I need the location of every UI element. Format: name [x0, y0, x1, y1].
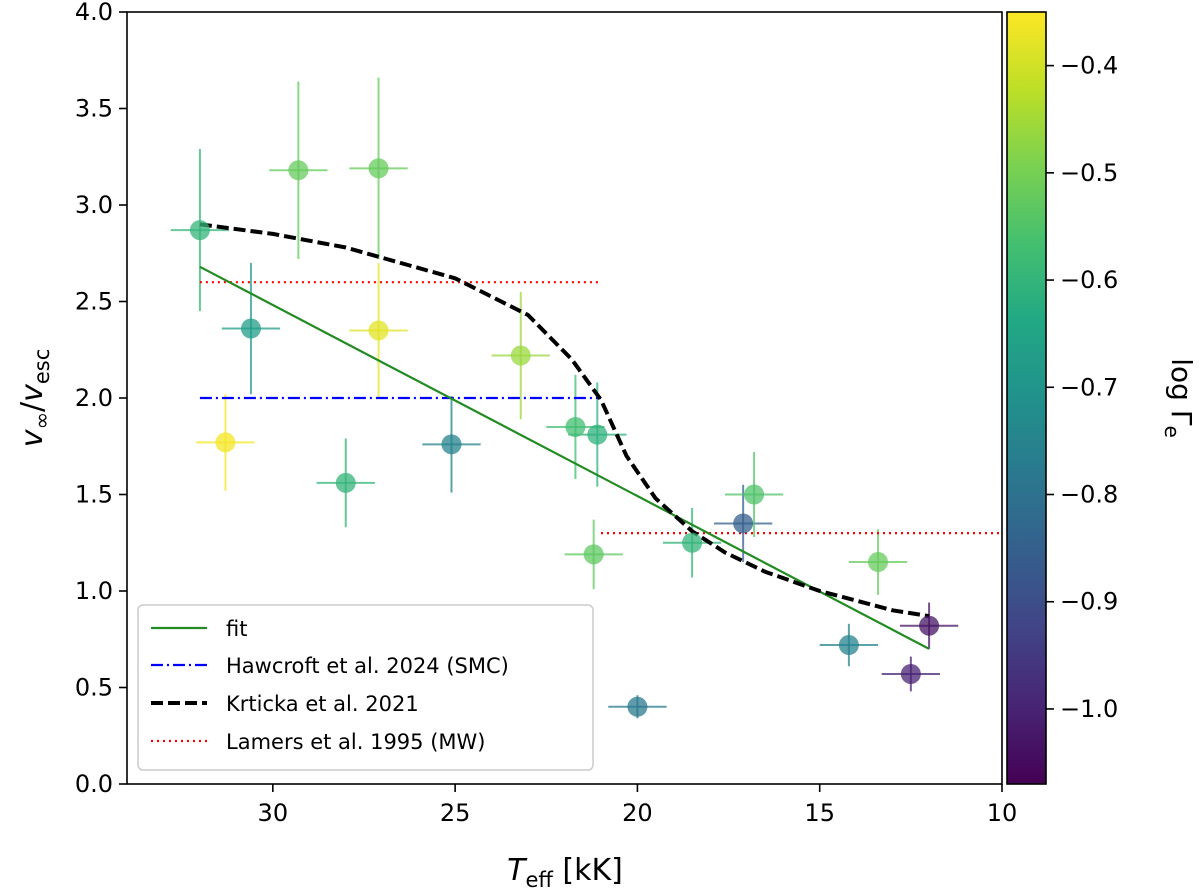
data-point [368, 158, 389, 179]
colorbar-tick-label: −0.8 [1060, 481, 1118, 509]
x-tick-label: 10 [987, 799, 1018, 827]
y-tick-label: 0.0 [75, 770, 113, 798]
data-point [682, 532, 703, 553]
y-tick-label: 3.5 [75, 95, 113, 123]
data-point [441, 434, 462, 455]
legend: fit Hawcroft et al. 2024 (SMC) Krticka e… [137, 604, 594, 771]
data-point [189, 220, 210, 241]
colorbar-tick-label: −1.0 [1060, 695, 1118, 723]
y-tick-label: 4.0 [75, 0, 113, 26]
fit-line [199, 265, 930, 650]
y-tick-label: 2.0 [75, 384, 113, 412]
data-point [900, 663, 921, 684]
model-lines [199, 222, 1002, 650]
legend-hawcroft-label: Hawcroft et al. 2024 (SMC) [226, 654, 509, 678]
colorbar-tick-label: −0.9 [1060, 588, 1118, 616]
data-markers [189, 158, 940, 717]
x-axis-label: Teff [kK] [507, 853, 623, 890]
data-point [744, 484, 765, 505]
data-point [838, 635, 859, 656]
colorbar-ticks: −0.4 −0.5 −0.6 −0.7 −0.8 −0.9 −1.0 [1046, 52, 1118, 723]
colorbar [1006, 11, 1047, 785]
y-tick-label: 3.0 [75, 191, 113, 219]
y-tick-label: 1.5 [75, 481, 113, 509]
y-tick-label: 0.5 [75, 674, 113, 702]
colorbar-tick-label: −0.6 [1060, 266, 1118, 294]
data-point [919, 615, 940, 636]
legend-krticka-label: Krticka et al. 2021 [226, 692, 419, 716]
data-point [868, 552, 889, 573]
data-point [565, 416, 586, 437]
data-point [733, 513, 754, 534]
legend-fit-label: fit [226, 617, 247, 641]
data-point [587, 424, 608, 445]
data-point [583, 544, 604, 565]
colorbar-tick-label: −0.7 [1060, 373, 1118, 401]
colorbar-label: log Γe [1160, 358, 1198, 438]
x-tick-label: 15 [804, 799, 835, 827]
colorbar-tick-label: −0.4 [1060, 52, 1118, 80]
y-tick-label: 1.0 [75, 577, 113, 605]
x-tick-label: 30 [258, 799, 289, 827]
x-axis-ticks: 30 25 20 15 10 [258, 784, 1018, 827]
legend-box [137, 604, 594, 771]
data-point [368, 320, 389, 341]
y-axis-ticks: 0.0 0.5 1.0 1.5 2.0 2.5 3.0 3.5 4.0 [75, 0, 127, 798]
data-point [240, 318, 261, 339]
y-axis-label: v∞/vesc [15, 349, 54, 448]
colorbar-tick-label: −0.5 [1060, 159, 1118, 187]
y-tick-label: 2.5 [75, 288, 113, 316]
data-point [627, 696, 648, 717]
data-point [335, 472, 356, 493]
legend-lamers-label: Lamers et al. 1995 (MW) [226, 730, 485, 754]
data-point [215, 432, 236, 453]
data-point [288, 160, 309, 181]
x-tick-label: 25 [440, 799, 471, 827]
x-tick-label: 20 [622, 799, 653, 827]
data-point [510, 345, 531, 366]
krticka-line [199, 222, 930, 619]
